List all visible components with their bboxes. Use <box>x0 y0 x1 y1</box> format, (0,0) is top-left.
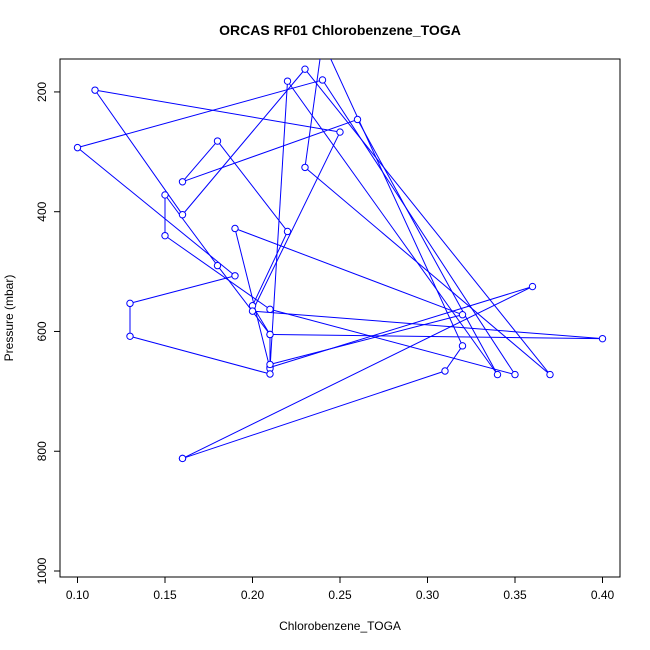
y-tick-label: 400 <box>35 201 49 221</box>
data-point <box>178 210 187 219</box>
data-point <box>353 115 362 124</box>
y-axis: 200 400 600 800 1000 <box>35 82 60 584</box>
series-segment <box>446 348 462 369</box>
data-point <box>546 370 554 379</box>
data-point <box>266 360 274 369</box>
series-segment <box>269 84 288 366</box>
data-point <box>126 332 134 340</box>
data-point <box>458 311 467 319</box>
series-segment <box>253 134 340 309</box>
data-point <box>493 370 502 379</box>
data-point <box>319 38 325 44</box>
data-point <box>266 370 274 378</box>
x-tick-label: 0.25 <box>328 588 352 602</box>
y-axis-label: Pressure (mbar) <box>2 275 16 362</box>
series-segment <box>330 59 462 344</box>
data-point <box>213 137 222 145</box>
data-point <box>91 86 99 94</box>
series-segment <box>80 80 320 148</box>
data-point <box>126 299 134 308</box>
data-point <box>598 334 607 343</box>
data-point <box>283 227 292 236</box>
series-segment <box>185 120 355 182</box>
data-point <box>266 305 274 314</box>
series-segment <box>167 237 268 308</box>
series-segment <box>255 310 600 339</box>
series-layer <box>73 38 607 463</box>
series-segment <box>98 90 337 133</box>
series-segment <box>185 371 443 458</box>
series-segment <box>185 287 530 458</box>
data-point <box>248 307 257 315</box>
series-segment <box>184 143 216 180</box>
y-tick-label: 1000 <box>35 557 49 584</box>
data-point <box>266 330 274 339</box>
y-tick-label: 800 <box>35 441 49 461</box>
x-tick-label: 0.20 <box>241 588 265 602</box>
series-segment <box>272 287 530 367</box>
y-tick-label: 200 <box>35 82 49 102</box>
data-point <box>318 76 327 84</box>
series-segment <box>132 336 268 374</box>
series-segment <box>323 82 514 373</box>
x-tick-label: 0.35 <box>503 588 527 602</box>
x-axis-label: Chlorobenzene_TOGA <box>279 619 401 633</box>
x-tick-label: 0.30 <box>416 588 440 602</box>
data-point <box>511 370 519 379</box>
series-segment <box>288 83 497 373</box>
data-point <box>178 178 187 186</box>
series-segment <box>237 229 460 315</box>
data-point <box>283 77 292 85</box>
series-segment <box>166 197 216 264</box>
chart-title: ORCAS RF01 Chlorobenzene_TOGA <box>219 22 461 38</box>
series-segment <box>132 276 233 303</box>
series-segment <box>307 169 548 373</box>
series-segment <box>273 334 600 340</box>
series-segment <box>253 234 287 304</box>
x-tick-label: 0.15 <box>153 588 177 602</box>
x-axis: 0.10 0.15 0.20 0.25 0.30 0.35 0.40 <box>66 577 615 602</box>
series-segment <box>219 267 269 333</box>
data-point <box>231 224 239 233</box>
data-point <box>336 128 344 136</box>
series-segment <box>304 59 321 165</box>
data-point <box>73 143 82 152</box>
x-tick-label: 0.10 <box>66 588 90 602</box>
data-point <box>161 231 169 240</box>
data-point <box>178 454 187 463</box>
data-point <box>213 261 222 270</box>
data-point <box>528 282 537 291</box>
data-point <box>231 272 239 280</box>
series-segment <box>184 71 304 213</box>
data-point <box>161 191 169 199</box>
data-point <box>301 163 309 172</box>
y-tick-label: 600 <box>35 321 49 341</box>
series-segment <box>358 122 497 373</box>
series-segment <box>253 308 269 332</box>
series-segment <box>306 71 549 373</box>
series-segment <box>79 149 233 275</box>
series-segment <box>272 309 513 375</box>
data-point <box>441 367 449 375</box>
series-segment <box>235 231 270 366</box>
series-segment <box>272 315 460 365</box>
data-point <box>301 65 309 73</box>
data-point <box>458 342 467 350</box>
x-tick-label: 0.40 <box>591 588 615 602</box>
